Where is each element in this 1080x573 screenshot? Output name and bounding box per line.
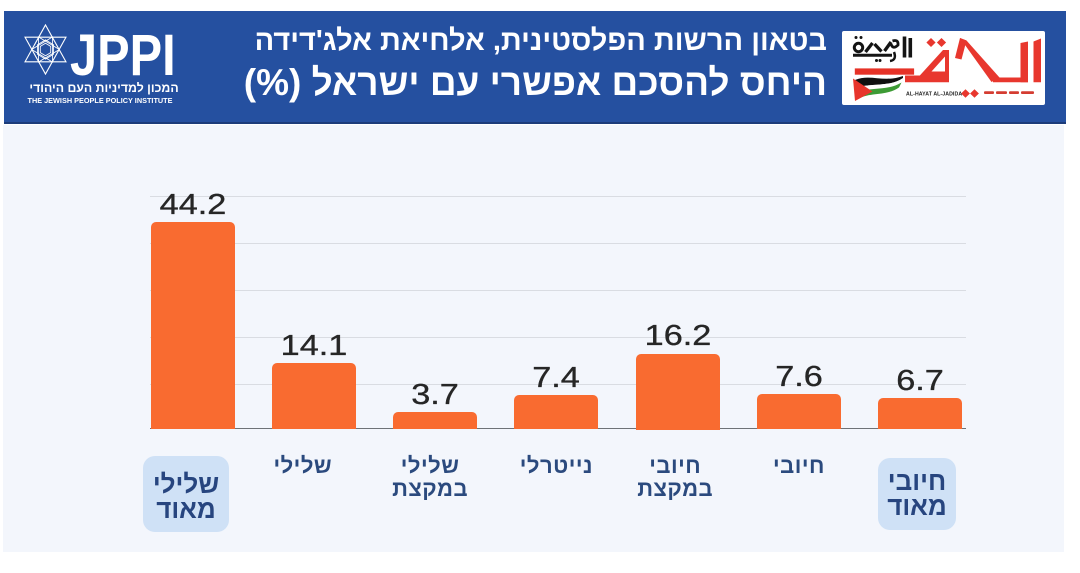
svg-text:AL-HAYAT AL-JADIDA: AL-HAYAT AL-JADIDA bbox=[906, 91, 962, 97]
